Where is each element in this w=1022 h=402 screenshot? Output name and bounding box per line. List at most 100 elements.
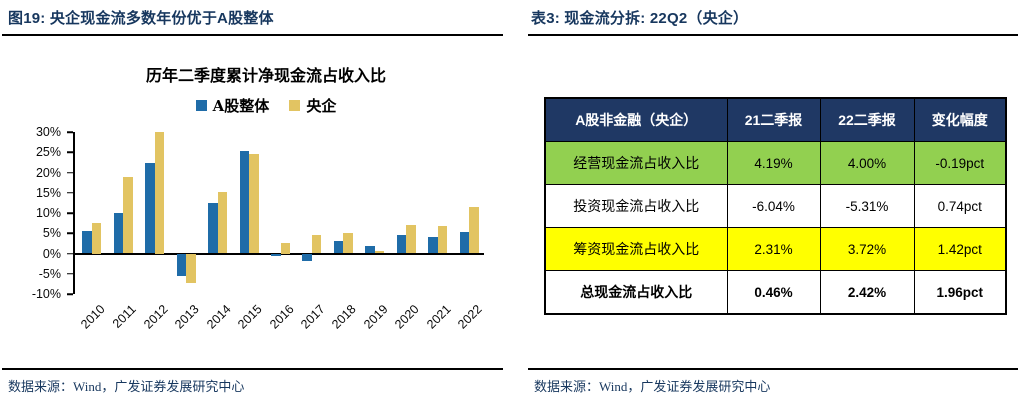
table-row: 筹资现金流占收入比 2.31% 3.72% 1.42pct [544, 227, 1007, 271]
x-tick-label-2020: 2020 [392, 302, 423, 332]
table-cell: 2.31% [726, 227, 821, 271]
bar-央企-2019 [374, 251, 385, 254]
bar-央企-2020 [406, 224, 416, 254]
x-tick-label-2016: 2016 [266, 302, 297, 332]
bar-A股整体-2022 [459, 232, 470, 254]
x-tick-label-2011: 2011 [110, 302, 139, 331]
table-cell: 4.19% [726, 141, 821, 185]
table-row: 总现金流占收入比 0.46% 2.42% 1.96pct [544, 270, 1007, 315]
bar-A股整体-2021 [428, 237, 438, 254]
bar-A股整体-2012 [145, 162, 155, 254]
figure19-caption: 图19: 央企现金流多数年份优于A股整体 [8, 10, 274, 27]
bar-央企-2012 [154, 132, 165, 254]
x-tick-label-2010: 2010 [77, 302, 108, 332]
bar-A股整体-2010 [82, 231, 92, 254]
bar-央企-2021 [437, 225, 448, 254]
bar-A股整体-2013 [176, 253, 187, 276]
source-topline [528, 368, 1018, 370]
y-tick-label: 25% [35, 145, 61, 160]
x-tick-label-2014: 2014 [203, 302, 234, 332]
x-tick-label-2012: 2012 [140, 302, 171, 332]
chart-legend: A股整体 央企 [40, 95, 492, 116]
table-cell: -0.19pct [913, 141, 1007, 185]
y-axis-labels: 30% 25% 20% 15% 10% 5% 0% -5% -10% [10, 125, 73, 301]
y-tick-label: -10% [31, 287, 61, 301]
y-tick-mark [67, 151, 73, 153]
y-tick-label: 20% [35, 165, 61, 180]
table-cell: 0.74pct [913, 184, 1007, 228]
x-tick-label-2013: 2013 [172, 302, 202, 332]
bar-央企-2022 [469, 206, 479, 254]
y-tick-label: 0% [42, 246, 61, 261]
bar-央企-2014 [217, 192, 228, 254]
table-cell: 2.42% [819, 270, 915, 315]
table-cell: 投资现金流占收入比 [544, 184, 728, 228]
table-cell: 0.46% [726, 270, 821, 315]
table-row: 经营现金流占收入比 4.19% 4.00% -0.19pct [544, 141, 1007, 185]
y-tick-mark [67, 171, 73, 174]
caption-underline [528, 34, 1018, 36]
chart-title: 历年二季度累计净现金流占收入比 [145, 66, 386, 85]
x-tick-label-2019: 2019 [361, 302, 391, 332]
bar-A股整体-2016 [271, 253, 281, 257]
bar-A股整体-2020 [396, 234, 407, 254]
legend-label: 央企 [306, 97, 337, 115]
y-tick-mark [67, 232, 73, 234]
y-tick-label: 30% [35, 125, 61, 139]
table-cell: 经营现金流占收入比 [544, 141, 728, 185]
bar-A股整体-2014 [208, 203, 218, 254]
table-header-row: A股非金融（央企） 21二季报 22二季报 变化幅度 [544, 97, 1007, 142]
table-row: 投资现金流占收入比 -6.04% -5.31% 0.74pct [544, 184, 1007, 228]
table-cell: 1.42pct [913, 227, 1007, 271]
table-cell: -5.31% [819, 184, 915, 228]
bar-央企-2016 [280, 243, 290, 254]
bar-A股整体-2019 [365, 245, 375, 254]
y-tick-mark [67, 212, 73, 214]
source-topline [2, 368, 503, 370]
x-tick-label-2015: 2015 [235, 302, 265, 332]
y-tick-label: -5% [38, 266, 61, 281]
x-tick-label-2017: 2017 [298, 302, 328, 332]
table3-panel: 表3: 现金流分拆: 22Q2（央企） A股非金融（央企） 21二季报 22二季报变… [511, 0, 1022, 402]
bar-A股整体-2011 [113, 213, 124, 254]
x-tick-label-2018: 2018 [329, 302, 360, 332]
table-cell: 总现金流占收入比 [544, 270, 728, 315]
figure19-panel: 图19: 央企现金流多数年份优于A股整体 历年二季度累计净现金流占收入比 A股整… [2, 10, 503, 394]
bar-央企-2015 [249, 153, 259, 254]
x-axis-labels: 2010 2011 2012 2013 2014 2015 2016 2017 2018 2019… [73, 299, 485, 351]
table-header-cell: 变化幅度 [913, 97, 1007, 142]
legend-item-ashare: A股整体 [195, 95, 270, 116]
bar-央企-2017 [311, 234, 322, 254]
table-header-cell: 21二季报 [726, 97, 821, 142]
y-tick-label: 5% [42, 226, 61, 241]
table-header-cell: 22二季报 [819, 97, 915, 142]
y-tick-label: 10% [35, 206, 61, 220]
table-cell: -6.04% [726, 184, 821, 228]
y-tick-mark [67, 293, 73, 295]
bar-央企-2010 [91, 223, 102, 254]
table3-caption: 表3: 现金流分拆: 22Q2（央企） [531, 10, 749, 27]
y-tick-mark [67, 131, 73, 133]
bar-A股整体-2018 [333, 240, 344, 254]
bar-央企-2013 [186, 253, 196, 284]
y-tick-mark [67, 252, 73, 255]
y-tick-mark [67, 273, 73, 275]
legend-swatch-blue-icon [195, 100, 207, 111]
table-cell: 3.72% [819, 227, 915, 271]
x-tick-label-2021: 2021 [423, 302, 454, 332]
bar-A股整体-2015 [239, 150, 250, 254]
figure19-source: 数据来源：Wind，广发证券发展研究中心 [8, 379, 245, 394]
y-tick-label: 15% [35, 185, 61, 200]
caption-underline [2, 34, 503, 36]
table3-source: 数据来源：Wind，广发证券发展研究中心 [534, 379, 771, 394]
cashflow-table: A股非金融（央企） 21二季报 22二季报 变化幅度 经营现金流占收入比 4.19% 4.… [544, 97, 1007, 315]
table-cell: 4.00% [819, 141, 915, 185]
x-tick-label-2022: 2022 [455, 302, 485, 332]
bar-A股整体-2017 [302, 253, 312, 261]
table-header-cell: A股非金融（央企） [544, 97, 728, 142]
legend-swatch-gold-icon [289, 100, 301, 111]
table-cell: 1.96pct [913, 270, 1007, 315]
legend-item-soe: 央企 [289, 95, 336, 116]
legend-label: A股整体 [212, 97, 270, 115]
